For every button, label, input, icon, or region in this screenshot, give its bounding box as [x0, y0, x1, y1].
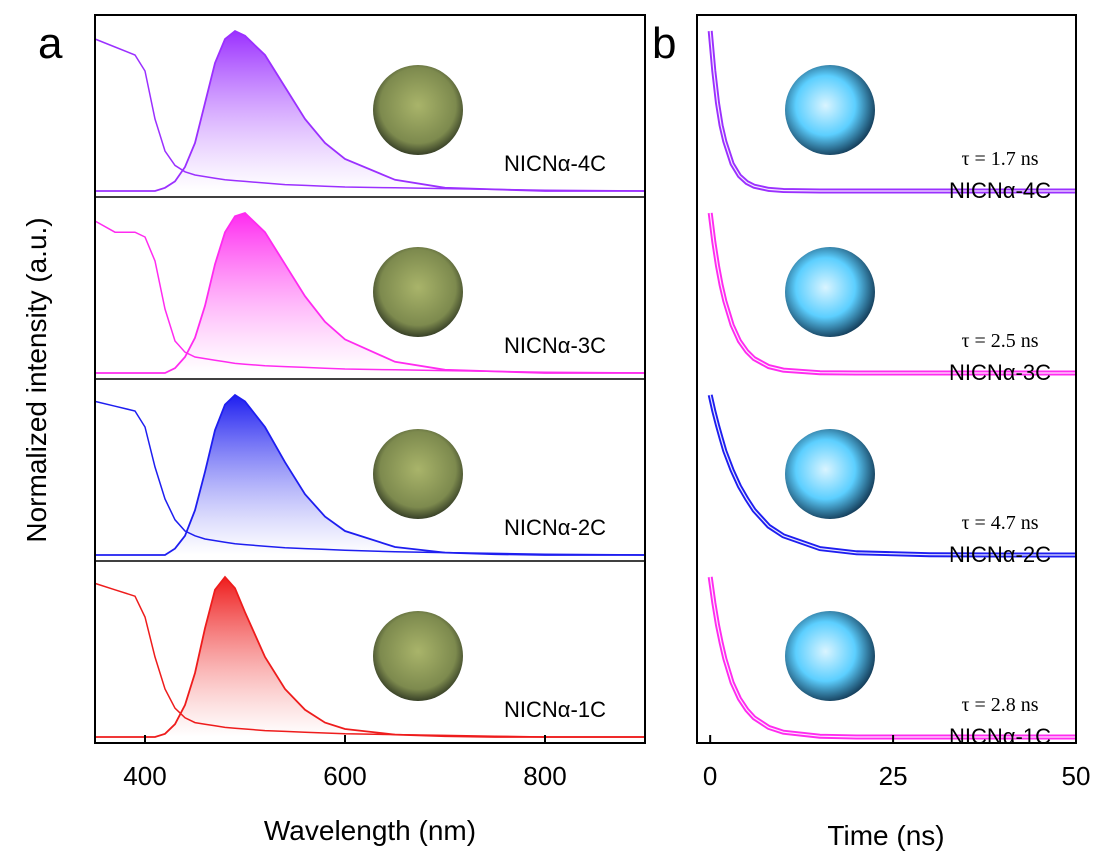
- sample-label: NICNα-4C: [504, 151, 606, 176]
- y-axis-title: Normalized intensity (a.u.): [21, 217, 52, 542]
- tau-label: τ = 2.5 ns: [961, 330, 1038, 352]
- sample-label: NICNα-3C: [949, 360, 1051, 385]
- sample-photo: [373, 429, 463, 519]
- x-tick-label: 600: [323, 761, 366, 791]
- x-tick-label: 50: [1062, 761, 1091, 791]
- sample-photo: [373, 247, 463, 337]
- sample-photo: [373, 65, 463, 155]
- x-tick-label: 0: [703, 761, 717, 791]
- tau-label: τ = 1.7 ns: [961, 148, 1038, 170]
- panel-label: b: [652, 19, 676, 68]
- sample-label: NICNα-4C: [949, 178, 1051, 203]
- sample-photo: [373, 611, 463, 701]
- sample-label: NICNα-1C: [949, 724, 1051, 749]
- sample-label: NICNα-2C: [504, 515, 606, 540]
- sample-photo: [785, 611, 875, 701]
- x-tick-label: 800: [523, 761, 566, 791]
- panel-label: a: [38, 19, 63, 68]
- x-tick-label: 25: [879, 761, 908, 791]
- tau-label: τ = 2.8 ns: [961, 694, 1038, 716]
- sample-photo: [785, 65, 875, 155]
- sample-label: NICNα-2C: [949, 542, 1051, 567]
- x-tick-label: 400: [123, 761, 166, 791]
- figure: a b Wavelength (nm) Time (ns) Normalized…: [0, 0, 1099, 859]
- tau-label: τ = 4.7 ns: [961, 512, 1038, 534]
- sample-photo: [785, 247, 875, 337]
- x-axis-title: Wavelength (nm): [264, 815, 476, 846]
- sample-photo: [785, 429, 875, 519]
- sample-label: NICNα-1C: [504, 697, 606, 722]
- sample-label: NICNα-3C: [504, 333, 606, 358]
- x-axis-title: Time (ns): [827, 820, 944, 851]
